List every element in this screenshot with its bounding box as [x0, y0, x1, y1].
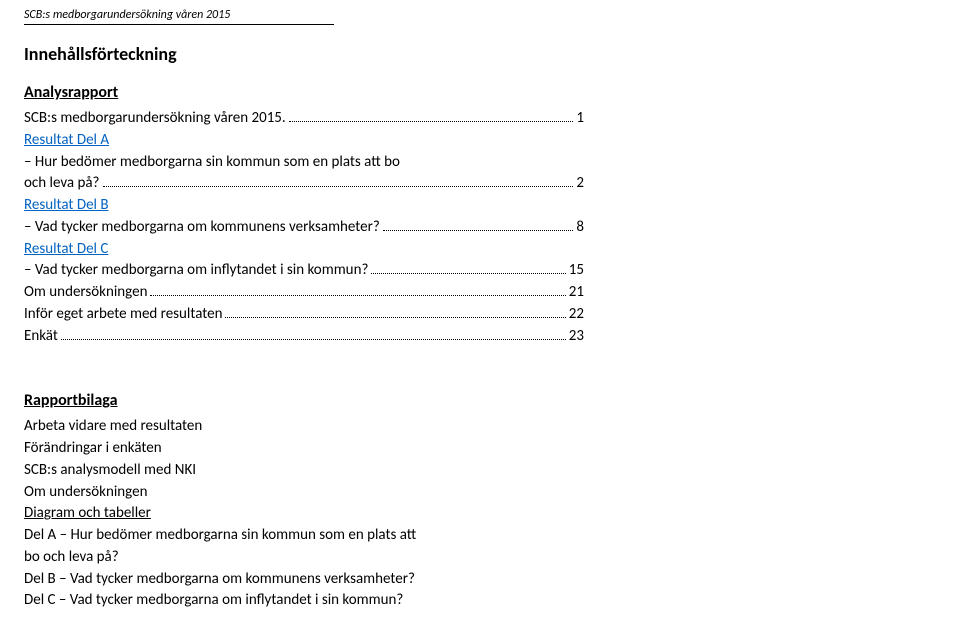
toc-row: och leva på? 2 — [24, 173, 584, 195]
toc-text[interactable]: Resultat Del A — [24, 130, 109, 152]
toc-leader — [225, 317, 565, 318]
appendix-line: SCB:s analysmodell med NKI — [24, 460, 584, 482]
toc-page-number: 2 — [576, 173, 584, 195]
toc-text: – Vad tycker medborgarna om kommunens ve… — [24, 217, 380, 239]
toc-leader — [150, 295, 565, 296]
appendix-block: Arbeta vidare med resultatenFörändringar… — [24, 416, 584, 612]
toc-leader — [61, 339, 566, 340]
appendix-line: Del B – Vad tycker medborgarna om kommun… — [24, 569, 584, 591]
appendix-line: Diagram och tabeller — [24, 503, 584, 525]
appendix-text: Diagram och tabeller — [24, 504, 151, 522]
document-page: SCB:s medborgarundersökning våren 2015 I… — [0, 0, 960, 636]
toc-block: SCB:s medborgarundersökning våren 2015. 1… — [24, 108, 584, 347]
toc-text: Enkät — [24, 326, 58, 348]
toc-text: – Vad tycker medborgarna om inflytandet … — [24, 260, 368, 282]
toc-text: Inför eget arbete med resultaten — [24, 304, 222, 326]
appendix-line: Del C – Vad tycker medborgarna om inflyt… — [24, 590, 584, 612]
toc-text: SCB:s medborgarundersökning våren 2015. — [24, 108, 286, 130]
appendix-line: bo och leva på? — [24, 547, 584, 569]
toc-page-number: 23 — [569, 326, 584, 348]
toc-row: Resultat Del B — [24, 195, 584, 217]
section-heading-analysrapport: Analysrapport — [24, 83, 936, 102]
toc-row: Resultat Del A — [24, 130, 584, 152]
toc-page-number: 15 — [569, 260, 584, 282]
appendix-line: Om undersökningen — [24, 482, 584, 504]
toc-text: Om undersökningen — [24, 282, 147, 304]
spacer — [24, 347, 936, 373]
toc-text[interactable]: Resultat Del B — [24, 195, 109, 217]
page-header: SCB:s medborgarundersökning våren 2015 — [24, 8, 334, 25]
toc-leader — [289, 121, 574, 122]
toc-leader — [371, 273, 565, 274]
toc-text: och leva på? — [24, 173, 100, 195]
toc-page-number: 1 — [576, 108, 584, 130]
toc-row: – Vad tycker medborgarna om inflytandet … — [24, 260, 584, 282]
toc-row: Inför eget arbete med resultaten 22 — [24, 304, 584, 326]
toc-row: Resultat Del C — [24, 239, 584, 261]
toc-page-number: 22 — [569, 304, 584, 326]
toc-leader — [383, 230, 574, 231]
toc-row: – Vad tycker medborgarna om kommunens ve… — [24, 217, 584, 239]
appendix-line: Del A – Hur bedömer medborgarna sin komm… — [24, 525, 584, 547]
toc-page-number: 8 — [576, 217, 584, 239]
toc-page-number: 21 — [569, 282, 584, 304]
toc-leader — [103, 186, 574, 187]
toc-row: Om undersökningen 21 — [24, 282, 584, 304]
toc-title: Innehållsförteckning — [24, 43, 936, 65]
toc-text[interactable]: Resultat Del C — [24, 239, 108, 261]
toc-row: SCB:s medborgarundersökning våren 2015. 1 — [24, 108, 584, 130]
toc-text: – Hur bedömer medborgarna sin kommun som… — [24, 152, 400, 174]
toc-row: – Hur bedömer medborgarna sin kommun som… — [24, 152, 584, 174]
section-heading-rapportbilaga: Rapportbilaga — [24, 391, 936, 410]
toc-row: Enkät 23 — [24, 326, 584, 348]
appendix-line: Förändringar i enkäten — [24, 438, 584, 460]
appendix-line: Arbeta vidare med resultaten — [24, 416, 584, 438]
